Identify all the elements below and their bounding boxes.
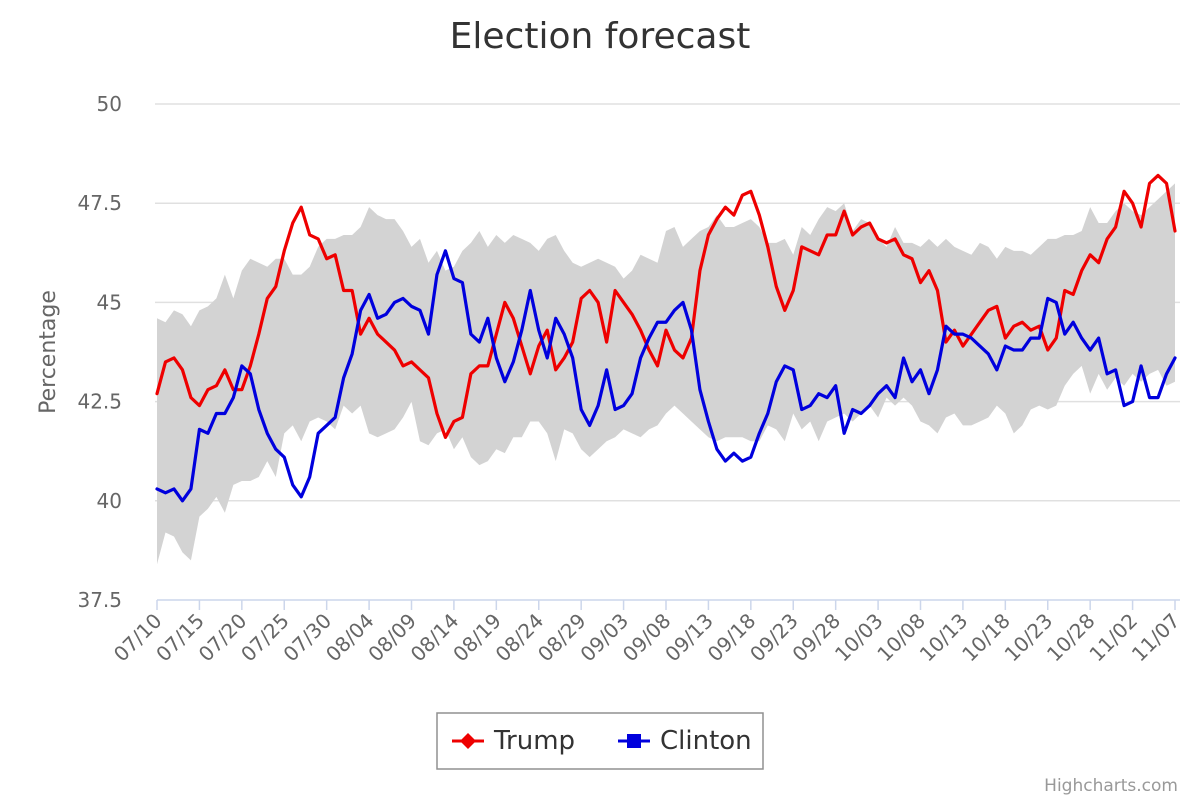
x-tick-label: 08/04 bbox=[321, 609, 379, 667]
legend-clinton-label: Clinton bbox=[660, 726, 752, 756]
y-tick-label: 50 bbox=[97, 92, 122, 116]
x-tick-label: 07/15 bbox=[151, 609, 209, 667]
y-axis: 37.5 40 42.5 45 47.5 50 bbox=[77, 92, 122, 612]
x-tick-label: 10/28 bbox=[1042, 609, 1100, 667]
y-tick-label: 40 bbox=[97, 489, 122, 513]
range-band bbox=[157, 183, 1175, 565]
chart-title: Election forecast bbox=[450, 16, 751, 57]
x-tick-label: 09/08 bbox=[618, 609, 676, 667]
y-tick-label: 47.5 bbox=[77, 191, 122, 215]
x-tick-label: 10/13 bbox=[915, 609, 973, 667]
series-line-trump[interactable] bbox=[155, 173, 1177, 439]
x-tick-label: 08/14 bbox=[406, 609, 464, 667]
legend-item-clinton[interactable]: Clinton bbox=[618, 726, 752, 756]
square-icon bbox=[627, 734, 641, 748]
x-tick-label: 09/23 bbox=[745, 609, 803, 667]
y-tick-label: 42.5 bbox=[77, 390, 122, 414]
x-tick-label: 11/07 bbox=[1127, 609, 1185, 667]
x-tick-label: 08/29 bbox=[533, 609, 591, 667]
x-tick-label: 10/03 bbox=[830, 609, 888, 667]
x-tick-label: 08/09 bbox=[363, 609, 421, 667]
x-tick-label: 07/30 bbox=[278, 609, 336, 667]
legend-item-trump[interactable]: Trump bbox=[452, 726, 575, 756]
x-tick-label: 07/20 bbox=[194, 609, 252, 667]
credits-link[interactable]: Highcharts.com bbox=[1044, 776, 1178, 796]
x-axis: 07/1007/1507/2007/2507/3008/0408/0908/14… bbox=[109, 599, 1185, 667]
legend-trump-label: Trump bbox=[493, 726, 575, 756]
legend: Trump Clinton bbox=[436, 712, 764, 770]
x-tick-label: 08/19 bbox=[448, 609, 506, 667]
x-tick-label: 10/18 bbox=[957, 609, 1015, 667]
y-axis-label: Percentage bbox=[36, 290, 61, 414]
y-tick-label: 37.5 bbox=[77, 588, 122, 612]
x-tick-label: 09/03 bbox=[575, 609, 633, 667]
y-tick-label: 45 bbox=[97, 290, 122, 314]
diamond-icon bbox=[460, 733, 476, 749]
x-tick-label: 07/25 bbox=[236, 609, 294, 667]
x-tick-label: 08/24 bbox=[491, 609, 549, 667]
x-tick-label: 09/28 bbox=[787, 609, 845, 667]
legend-box bbox=[436, 712, 764, 770]
x-tick-label: 10/08 bbox=[872, 609, 930, 667]
x-tick-label: 10/23 bbox=[1000, 609, 1058, 667]
forecast-band bbox=[157, 183, 1175, 565]
x-tick-label: 11/02 bbox=[1084, 609, 1142, 667]
x-tick-label: 09/13 bbox=[660, 609, 718, 667]
x-tick-label: 07/10 bbox=[109, 609, 167, 667]
series-line-clinton[interactable] bbox=[155, 249, 1177, 503]
x-tick-label: 09/18 bbox=[703, 609, 761, 667]
series-lines bbox=[155, 173, 1177, 503]
